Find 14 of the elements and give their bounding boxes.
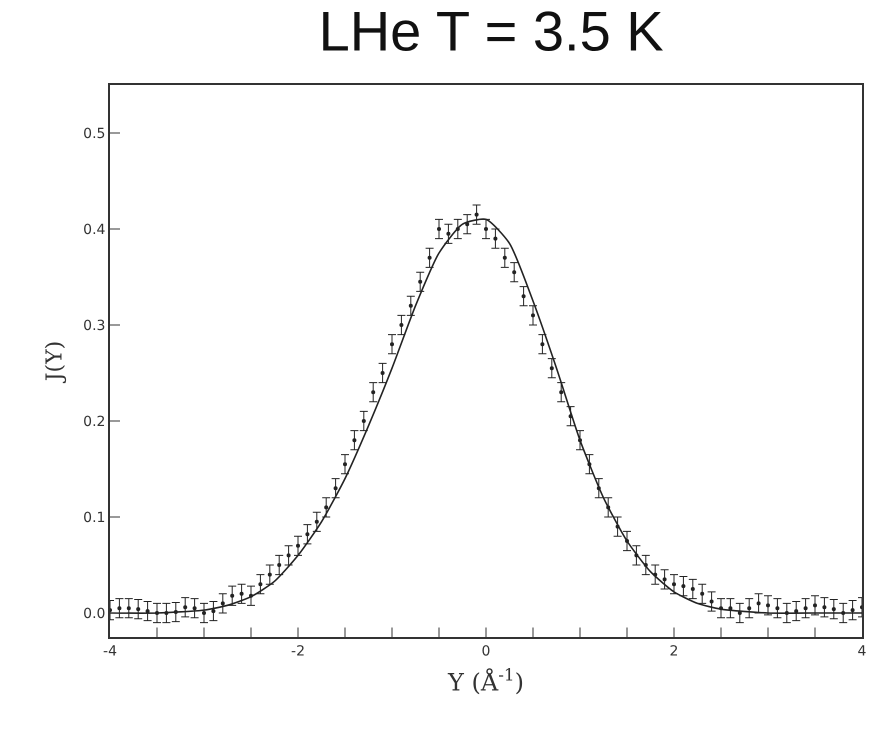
- y-tick-label: 0.3: [83, 318, 106, 334]
- y-tick-label: 0.4: [83, 222, 106, 238]
- x-axis-title: Y (Å$^{-1}$): [447, 664, 524, 696]
- y-tick-label: 0.1: [83, 510, 106, 526]
- x-tick-label: 2: [670, 644, 678, 660]
- y-tick-label: 0.5: [83, 126, 106, 142]
- x-tick-label: -4: [103, 644, 118, 660]
- chart-title: LHe T = 3.5 K: [318, 0, 664, 62]
- x-tick-label: 4: [858, 644, 867, 660]
- x-tick-label: 0: [482, 644, 490, 660]
- y-tick-label: 0.2: [83, 414, 106, 430]
- y-tick-label: 0.0: [83, 606, 106, 622]
- y-axis-title: J(Y): [42, 340, 68, 384]
- x-tick-label: -2: [291, 644, 305, 660]
